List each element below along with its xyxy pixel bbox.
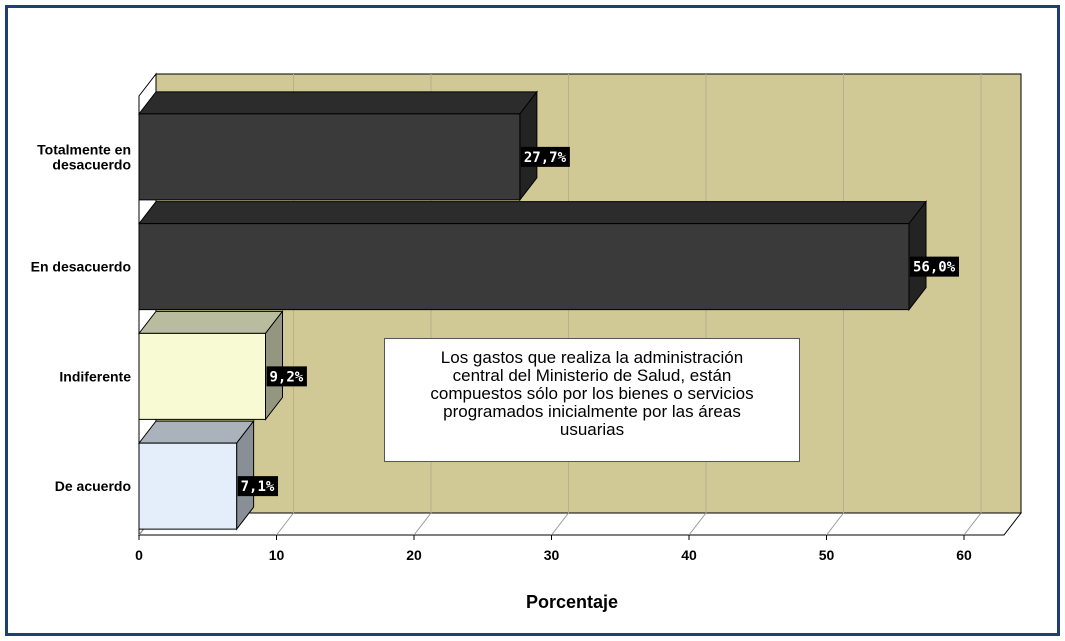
bar [138, 223, 910, 311]
chart-annotation: Los gastos que realiza la administración… [384, 338, 800, 462]
x-tick-label: 0 [135, 547, 143, 563]
data-label-bg [520, 146, 570, 167]
data-label-bg [910, 256, 959, 277]
category-label: De acuerdo [55, 478, 131, 494]
bar-top-face [137, 310, 284, 334]
x-tick-label: 10 [269, 547, 285, 563]
bar [138, 113, 521, 201]
data-label: 56,0% [913, 260, 956, 276]
bar [138, 332, 266, 420]
category-label: Indiferente [59, 368, 131, 384]
floor-gridline [963, 512, 982, 536]
x-tick-label: 30 [544, 547, 560, 563]
x-tick-label: 40 [681, 547, 697, 563]
floor-gridline [413, 512, 432, 536]
annotation-line-3: compuestos sólo por los bienes o servici… [430, 384, 754, 403]
category-label: En desacuerdo [31, 259, 131, 275]
data-label: 27,7% [524, 150, 567, 166]
bar-top-face [137, 201, 928, 225]
floor-gridline [826, 512, 844, 536]
floor-gridline [551, 512, 569, 536]
annotation-line-4: programados inicialmente por las áreas [443, 402, 741, 421]
floor [137, 512, 1023, 536]
bar [138, 442, 238, 530]
bar-top-face [137, 420, 255, 444]
bar-top-face [137, 91, 538, 115]
category-label: desacuerdo [52, 156, 131, 172]
x-tick-label: 50 [819, 547, 835, 563]
data-label-bg [266, 366, 307, 387]
data-label-bg [237, 476, 279, 497]
x-axis-title: Porcentaje [526, 592, 618, 612]
x-tick-label: 60 [956, 547, 972, 563]
floor-gridline [276, 512, 294, 536]
annotation-line-5: usuarias [559, 420, 625, 439]
data-label: 9,2% [270, 369, 304, 385]
x-tick-label: 20 [406, 547, 422, 563]
data-label: 7,1% [241, 479, 275, 495]
annotation-line-2: central del Ministerio de Salud, están [452, 366, 732, 385]
category-label: Totalmente en [37, 141, 131, 157]
annotation-line-1: Los gastos que realiza la administración [440, 348, 744, 367]
floor-gridline [688, 512, 707, 536]
